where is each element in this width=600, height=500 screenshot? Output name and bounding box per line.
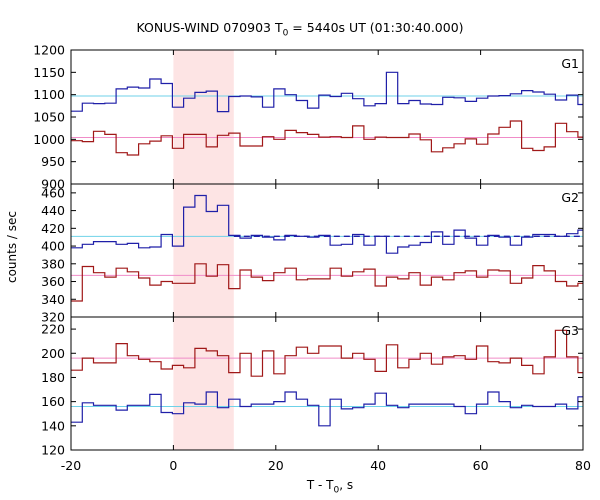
y-tick-label: 1000	[33, 132, 65, 147]
y-tick-label: 440	[41, 203, 65, 218]
series-blue-g1	[71, 71, 583, 113]
y-tick-label: 380	[41, 256, 65, 271]
y-tick-label: 400	[41, 239, 65, 254]
y-axis-label: counts / sec	[5, 211, 19, 284]
y-tick-label: 900	[41, 177, 65, 192]
y-tick-label: 220	[41, 322, 65, 337]
y-tick-label: 320	[41, 310, 65, 325]
y-tick-label: 1150	[33, 65, 65, 80]
y-tick-label: 180	[41, 370, 65, 385]
x-tick-label: 40	[370, 458, 386, 473]
series-blue-g2	[71, 194, 583, 254]
panel-frame-g2	[70, 183, 584, 318]
panel-label: G3	[561, 323, 579, 338]
chart-title: KONUS-WIND 070903 T0 = 5440s UT (01:30:4…	[136, 20, 464, 39]
series-red-g1	[71, 120, 583, 156]
y-tick-label: 1050	[33, 110, 65, 125]
y-tick-label: 420	[41, 221, 65, 236]
panel-frame-g3	[70, 316, 584, 451]
y-tick-label: 1200	[33, 43, 65, 58]
y-tick-label: 360	[41, 274, 65, 289]
panel-label: G2	[561, 190, 579, 205]
x-tick-label: 80	[575, 458, 591, 473]
shaded-interval	[173, 50, 234, 450]
y-tick-label: 950	[41, 154, 65, 169]
series-red-g3	[71, 329, 583, 377]
panel-label: G1	[561, 56, 579, 71]
panel-frame-g1	[70, 49, 584, 185]
y-tick-label: 120	[41, 443, 65, 458]
x-axis-label: T - T0, s	[306, 478, 354, 496]
x-tick-label: -20	[61, 458, 81, 473]
y-tick-label: 160	[41, 394, 65, 409]
x-tick-label: 0	[169, 458, 177, 473]
y-tick-label: 140	[41, 418, 65, 433]
y-tick-label: 1100	[33, 87, 65, 102]
y-tick-label: 340	[41, 292, 65, 307]
series-blue-g3	[71, 391, 583, 427]
y-tick-label: 200	[41, 346, 65, 361]
y-tick-label: 460	[41, 185, 65, 200]
series-red-g2	[71, 263, 583, 302]
x-tick-label: 20	[268, 458, 284, 473]
x-tick-label: 60	[473, 458, 489, 473]
